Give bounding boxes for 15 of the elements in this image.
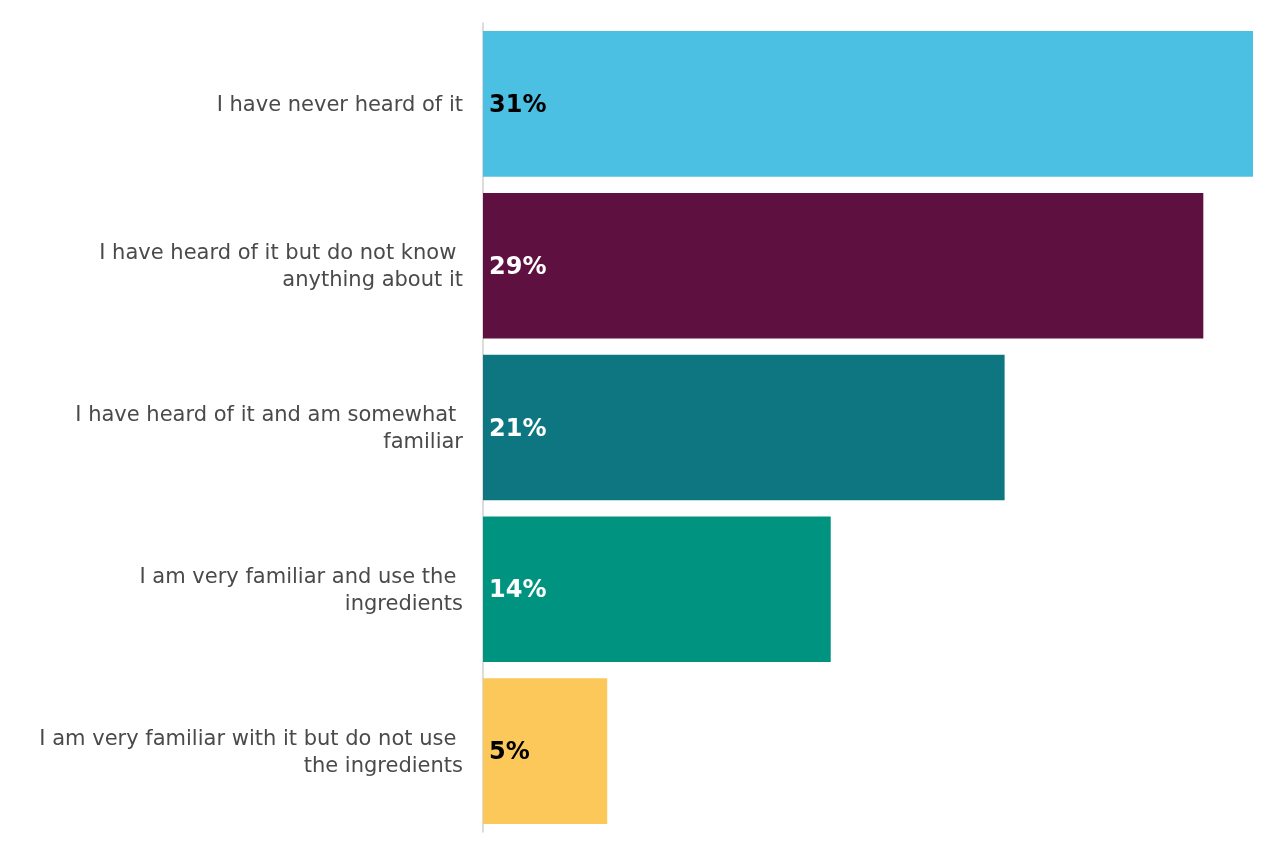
bar [483,354,1005,501]
bar [483,516,831,663]
bar [483,678,608,824]
y-tick-label: I have never heard of it [216,91,463,116]
y-tick-label: I have heard of it and am somewhat familiar [75,402,464,453]
data-label: 31% [489,89,547,118]
bar [483,192,1204,339]
y-tick-label: I am very familiar with it but do not use the ingredients [39,725,463,777]
bar [483,31,1253,177]
data-label: 5% [489,737,530,766]
data-label: 21% [489,413,547,442]
y-tick-label: I have heard of it but do not know anything about it [99,240,463,292]
data-label: 14% [489,575,547,604]
y-tick-label: I am very familiar and use the ingredients [139,563,463,615]
data-label: 29% [489,251,547,280]
